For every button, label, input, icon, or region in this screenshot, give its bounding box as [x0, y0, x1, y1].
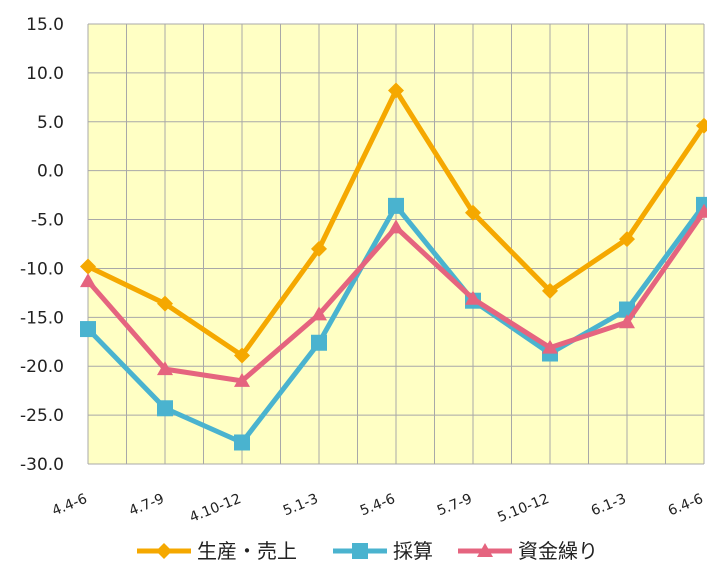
y-tick-label: -30.0 — [20, 455, 64, 475]
data-point — [80, 258, 96, 275]
x-tick-label: 4.4-6 — [50, 491, 90, 519]
series-group — [80, 82, 707, 364]
data-point — [696, 117, 707, 134]
y-tick-label: 10.0 — [26, 64, 64, 84]
legend: 生産・売上 採算 資金繰り — [137, 539, 598, 562]
data-point — [157, 295, 173, 312]
data-point — [465, 290, 481, 305]
y-tick-label: 0.0 — [37, 162, 64, 182]
y-tick-label: -25.0 — [20, 406, 64, 426]
x-tick-label: 5.7-9 — [435, 491, 475, 519]
legend-swatch-marker — [352, 543, 368, 559]
data-point — [80, 321, 96, 338]
y-tick-label: -15.0 — [20, 308, 64, 328]
data-point — [465, 204, 481, 221]
y-axis-tick-labels: 15.0 10.0 5.0 0.0 -5.0 -10.0 -15.0 -20.0 -25.0 -3… — [20, 15, 64, 475]
y-tick-label: -10.0 — [20, 259, 64, 279]
data-point — [388, 82, 404, 99]
data-point — [311, 306, 327, 321]
x-tick-label: 5.10-12 — [495, 491, 551, 526]
data-point — [311, 334, 327, 351]
x-axis-tick-labels: 4.4-6 4.7-9 4.10-12 5.1-3 5.4-6 5.7-9 5.10-12 6… — [50, 491, 706, 526]
x-tick-label: 5.1-3 — [281, 491, 321, 519]
data-point — [234, 434, 250, 451]
x-tick-label: 6.1-3 — [589, 491, 629, 519]
data-point — [234, 347, 250, 364]
data-point — [157, 400, 173, 417]
data-point — [696, 203, 707, 218]
data-point — [388, 219, 404, 234]
data-point — [542, 282, 558, 299]
legend-label: 生産・売上 — [197, 539, 297, 562]
x-tick-label: 4.7-9 — [127, 491, 167, 519]
data-point — [234, 372, 250, 387]
data-point — [80, 273, 96, 288]
data-point — [542, 339, 558, 354]
data-point — [388, 197, 404, 214]
legend-swatch-marker — [156, 543, 172, 559]
y-tick-label: 5.0 — [37, 113, 64, 133]
x-tick-label: 4.10-12 — [187, 491, 243, 526]
x-tick-label: 5.4-6 — [358, 491, 398, 519]
legend-label: 採算 — [393, 539, 433, 562]
legend-swatch-marker — [477, 543, 493, 557]
y-tick-label: -5.0 — [31, 211, 64, 231]
y-tick-label: 15.0 — [26, 15, 64, 35]
data-point — [311, 240, 327, 257]
data-point — [619, 314, 635, 329]
x-tick-label: 6.4-6 — [666, 491, 706, 519]
data-series — [80, 82, 707, 451]
legend-label: 資金繰り — [518, 539, 598, 562]
data-point — [619, 231, 635, 248]
y-tick-label: -20.0 — [20, 357, 64, 377]
data-point — [157, 361, 173, 376]
series-group — [80, 203, 707, 387]
data-point — [696, 196, 707, 213]
